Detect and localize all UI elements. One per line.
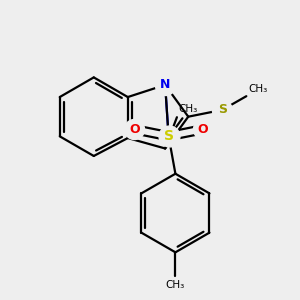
Text: CH₃: CH₃ <box>248 85 267 94</box>
Text: CH₃: CH₃ <box>166 280 185 290</box>
Text: O: O <box>197 123 208 136</box>
Text: CH₃: CH₃ <box>178 104 198 114</box>
Text: O: O <box>129 123 140 136</box>
Text: N: N <box>160 78 170 92</box>
Text: S: S <box>164 129 174 143</box>
Text: S: S <box>218 103 227 116</box>
